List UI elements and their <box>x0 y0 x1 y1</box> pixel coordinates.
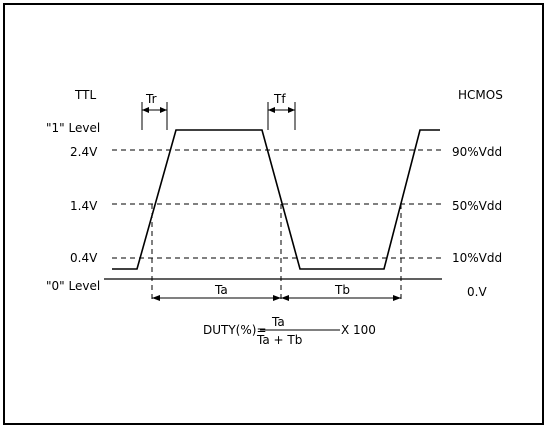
waveform-signal <box>112 130 440 269</box>
tf-arrow-right <box>288 107 295 113</box>
tb-arrow-left <box>281 295 289 301</box>
diagram-frame <box>4 4 543 424</box>
formula-denominator: Ta + Tb <box>256 333 302 347</box>
tf-label: Tf <box>273 92 286 106</box>
ttl-level-2-4v: 2.4V <box>70 145 98 159</box>
ttl-title: TTL <box>74 88 96 102</box>
hcmos-level-90: 90%Vdd <box>452 145 502 159</box>
hcmos-level-50: 50%Vdd <box>452 199 502 213</box>
tb-label: Tb <box>334 283 350 297</box>
tr-arrow-right <box>160 107 167 113</box>
formula-multiplier: X 100 <box>341 323 376 337</box>
ta-arrow-right <box>273 295 281 301</box>
hcmos-level-10: 10%Vdd <box>452 251 502 265</box>
ta-label: Ta <box>214 283 228 297</box>
ttl-level-1-4v: 1.4V <box>70 199 98 213</box>
tr-arrow-left <box>142 107 149 113</box>
hcmos-title: HCMOS <box>458 88 503 102</box>
hcmos-level-0v: 0.V <box>467 285 487 299</box>
tr-label: Tr <box>145 92 157 106</box>
low-level-label: "0" Level <box>46 279 100 293</box>
ttl-level-0-4v: 0.4V <box>70 251 98 265</box>
ta-arrow-left <box>152 295 160 301</box>
formula-numerator: Ta <box>271 315 285 329</box>
tf-arrow-left <box>268 107 275 113</box>
tb-arrow-right <box>393 295 401 301</box>
high-level-label: "1" Level <box>46 121 100 135</box>
